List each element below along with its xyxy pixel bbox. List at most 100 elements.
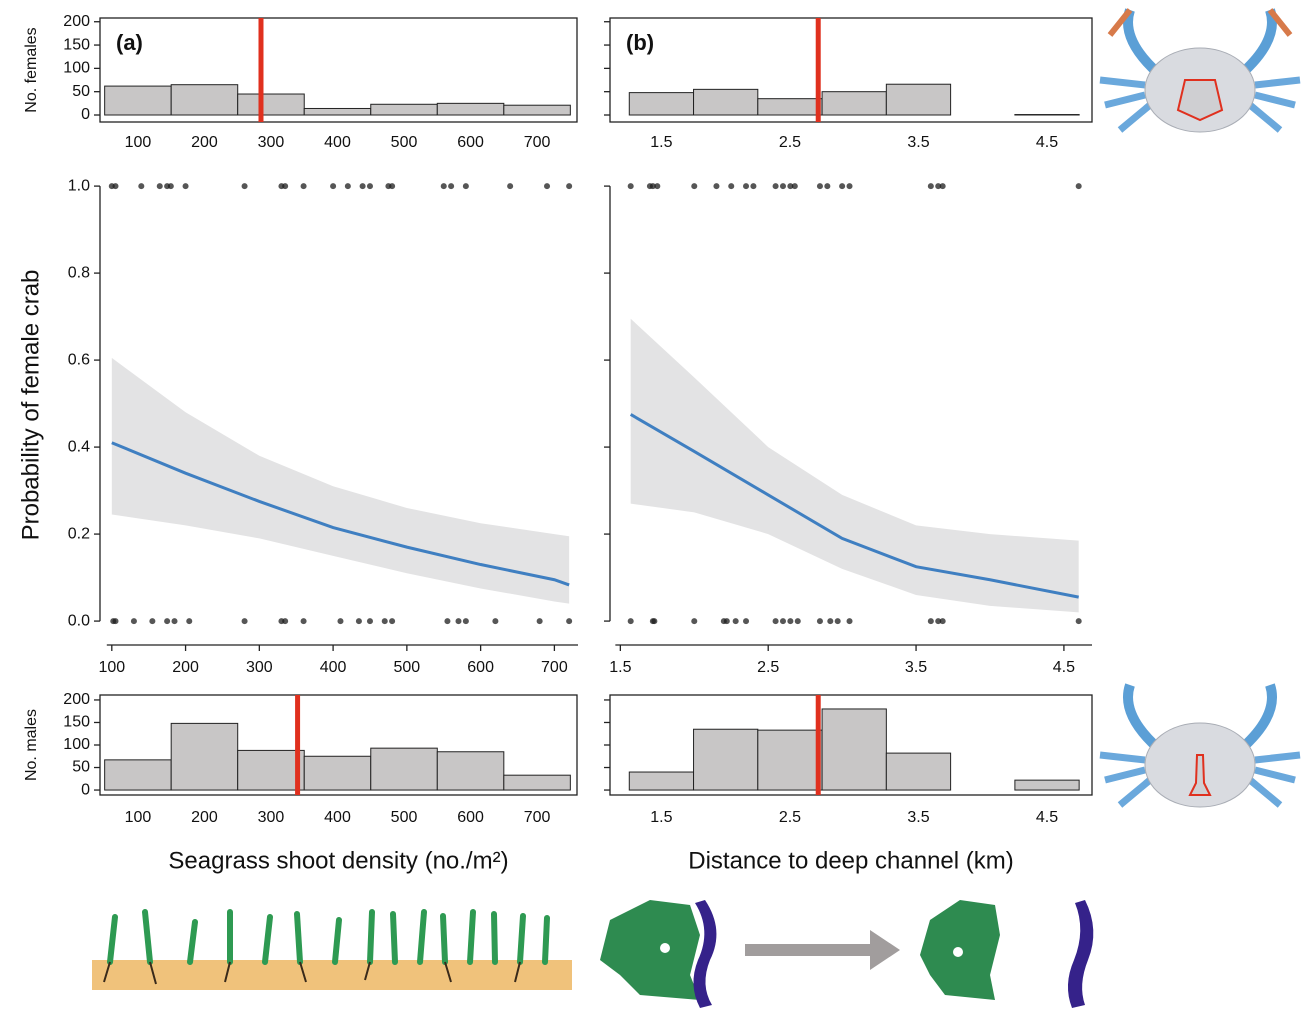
histogram-bar (628, 92, 695, 116)
y-tick-label: 1.0 (68, 177, 90, 194)
y-tick-label: 0.4 (68, 438, 90, 455)
histogram-bar (693, 88, 759, 116)
x-tick-label: 3.5 (907, 809, 929, 826)
data-point (728, 183, 735, 190)
x-tick-label: 600 (457, 134, 484, 151)
x-tick-label: 300 (246, 659, 273, 676)
data-point (389, 618, 396, 625)
x-tick-label: 3.5 (905, 659, 927, 676)
data-point (389, 183, 396, 190)
fit-line (629, 413, 1079, 599)
x-tick-label: 300 (258, 809, 285, 826)
histogram-bar (503, 774, 571, 791)
data-point (846, 618, 853, 625)
x-tick-label: 300 (258, 134, 285, 151)
x-tick-label: 400 (324, 809, 351, 826)
data-point (330, 183, 337, 190)
data-point (750, 183, 757, 190)
data-point (927, 183, 934, 190)
data-point (455, 618, 462, 625)
histogram-bar (821, 708, 887, 791)
data-point (366, 618, 373, 625)
data-point (344, 183, 351, 190)
data-point (130, 618, 137, 625)
data-point (366, 183, 373, 190)
x-tick-label: 700 (541, 659, 568, 676)
x-tick-label: 400 (324, 134, 351, 151)
data-point (138, 183, 145, 190)
data-point (794, 618, 801, 625)
histogram-bar (821, 91, 887, 116)
histogram-bar (170, 84, 239, 116)
data-point (691, 618, 698, 625)
data-point (723, 618, 730, 625)
data-point (839, 183, 846, 190)
histogram-bar (757, 729, 823, 791)
data-point (827, 618, 834, 625)
y-tick-label: 200 (63, 13, 90, 30)
histogram-bar (303, 107, 372, 116)
data-point (112, 183, 119, 190)
fit-line (111, 441, 570, 587)
data-point (112, 618, 119, 625)
x-tick-label: 4.5 (1036, 809, 1058, 826)
x-tick-label: 4.5 (1036, 134, 1058, 151)
data-point (440, 183, 447, 190)
histogram-bar (693, 728, 759, 791)
histogram-bar (503, 104, 571, 116)
data-point (1075, 183, 1082, 190)
data-point (337, 618, 344, 625)
x-tick-label: 600 (467, 659, 494, 676)
y-tick-label: 100 (63, 60, 90, 77)
data-point (935, 618, 942, 625)
data-point (691, 183, 698, 190)
data-point (544, 183, 551, 190)
data-point (444, 618, 451, 625)
x-tick-label: 100 (125, 134, 152, 151)
seagrass-illustration (92, 909, 572, 990)
data-point (732, 618, 739, 625)
data-point (282, 183, 289, 190)
x-tick-label: 4.5 (1053, 659, 1075, 676)
y-tick-label: 0.0 (68, 612, 90, 629)
x-tick-label: 1.5 (650, 134, 672, 151)
data-point (939, 183, 946, 190)
data-point (816, 183, 823, 190)
data-point (649, 183, 656, 190)
data-point (713, 183, 720, 190)
x-tick-label: 400 (320, 659, 347, 676)
x-tick-label: 1.5 (650, 809, 672, 826)
histogram-bar (436, 102, 505, 116)
data-point (149, 618, 156, 625)
data-point (779, 618, 786, 625)
data-point (627, 183, 634, 190)
x-tick-label: 500 (391, 134, 418, 151)
plot-frame (609, 17, 1093, 123)
y-axis-label: No. males (23, 709, 40, 781)
data-point (381, 618, 388, 625)
data-point (654, 183, 661, 190)
data-point (772, 183, 779, 190)
plot-frame (99, 17, 578, 123)
confidence-band (111, 357, 570, 604)
data-point (536, 618, 543, 625)
histogram-bar (237, 93, 305, 116)
histogram-bar (104, 759, 172, 791)
histogram-bar (885, 83, 952, 116)
y-tick-label: 50 (72, 759, 90, 776)
x-tick-label: 500 (391, 809, 418, 826)
data-point (241, 183, 248, 190)
data-point (241, 618, 248, 625)
x-tick-label: 200 (191, 809, 218, 826)
data-point (791, 183, 798, 190)
x-tick-label: 3.5 (907, 134, 929, 151)
x-tick-label: 500 (394, 659, 421, 676)
data-point (492, 618, 499, 625)
data-point (846, 183, 853, 190)
y-tick-label: 0 (81, 781, 90, 798)
x-tick-label: 100 (125, 809, 152, 826)
data-point (743, 183, 750, 190)
data-point (171, 618, 178, 625)
y-tick-label: 0 (81, 106, 90, 123)
